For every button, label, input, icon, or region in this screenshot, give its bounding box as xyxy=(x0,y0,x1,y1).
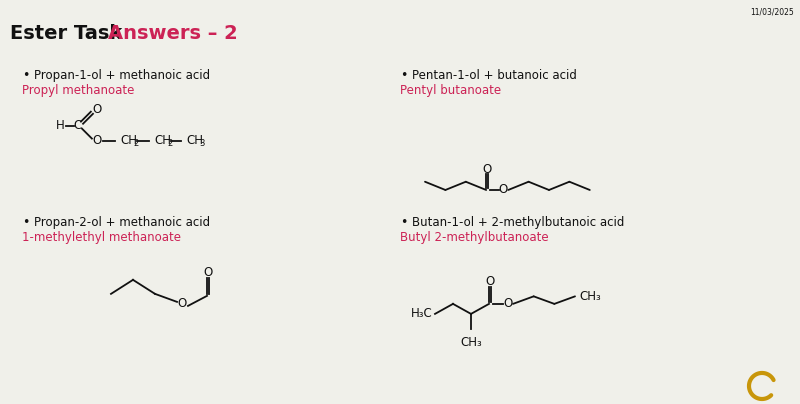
Text: CH: CH xyxy=(120,134,137,147)
Text: H: H xyxy=(56,119,64,132)
Text: O: O xyxy=(486,276,494,288)
Text: Propan-2-ol + methanoic acid: Propan-2-ol + methanoic acid xyxy=(34,216,210,229)
Text: •: • xyxy=(400,216,407,229)
Text: 1-methylethyl methanoate: 1-methylethyl methanoate xyxy=(22,231,181,244)
Text: H₃C: H₃C xyxy=(411,307,433,320)
Text: Pentyl butanoate: Pentyl butanoate xyxy=(400,84,501,97)
Text: CH₃: CH₃ xyxy=(460,336,482,349)
Text: Butan-1-ol + 2-methylbutanoic acid: Butan-1-ol + 2-methylbutanoic acid xyxy=(412,216,624,229)
Text: CH: CH xyxy=(186,134,203,147)
Text: Butyl 2-methylbutanoate: Butyl 2-methylbutanoate xyxy=(400,231,549,244)
Text: O: O xyxy=(498,183,508,196)
Text: Propan-1-ol + methanoic acid: Propan-1-ol + methanoic acid xyxy=(34,69,210,82)
Text: •: • xyxy=(22,216,30,229)
Text: CH₃: CH₃ xyxy=(579,290,601,303)
Text: 3: 3 xyxy=(199,139,204,148)
Text: Propyl methanoate: Propyl methanoate xyxy=(22,84,134,97)
Text: O: O xyxy=(203,266,213,279)
Text: Ester Task: Ester Task xyxy=(10,25,129,44)
Text: 2: 2 xyxy=(133,139,138,148)
Text: O: O xyxy=(503,297,513,310)
Text: O: O xyxy=(178,297,186,310)
Text: 11/03/2025: 11/03/2025 xyxy=(750,7,794,16)
Text: CH: CH xyxy=(154,134,171,147)
Text: C: C xyxy=(74,119,82,132)
Text: Pentan-1-ol + butanoic acid: Pentan-1-ol + butanoic acid xyxy=(412,69,577,82)
Text: 2: 2 xyxy=(167,139,172,148)
Text: Answers – 2: Answers – 2 xyxy=(108,25,238,44)
Text: O: O xyxy=(482,164,492,177)
Text: O: O xyxy=(92,134,102,147)
Text: •: • xyxy=(22,69,30,82)
Text: •: • xyxy=(400,69,407,82)
Text: O: O xyxy=(92,103,102,116)
